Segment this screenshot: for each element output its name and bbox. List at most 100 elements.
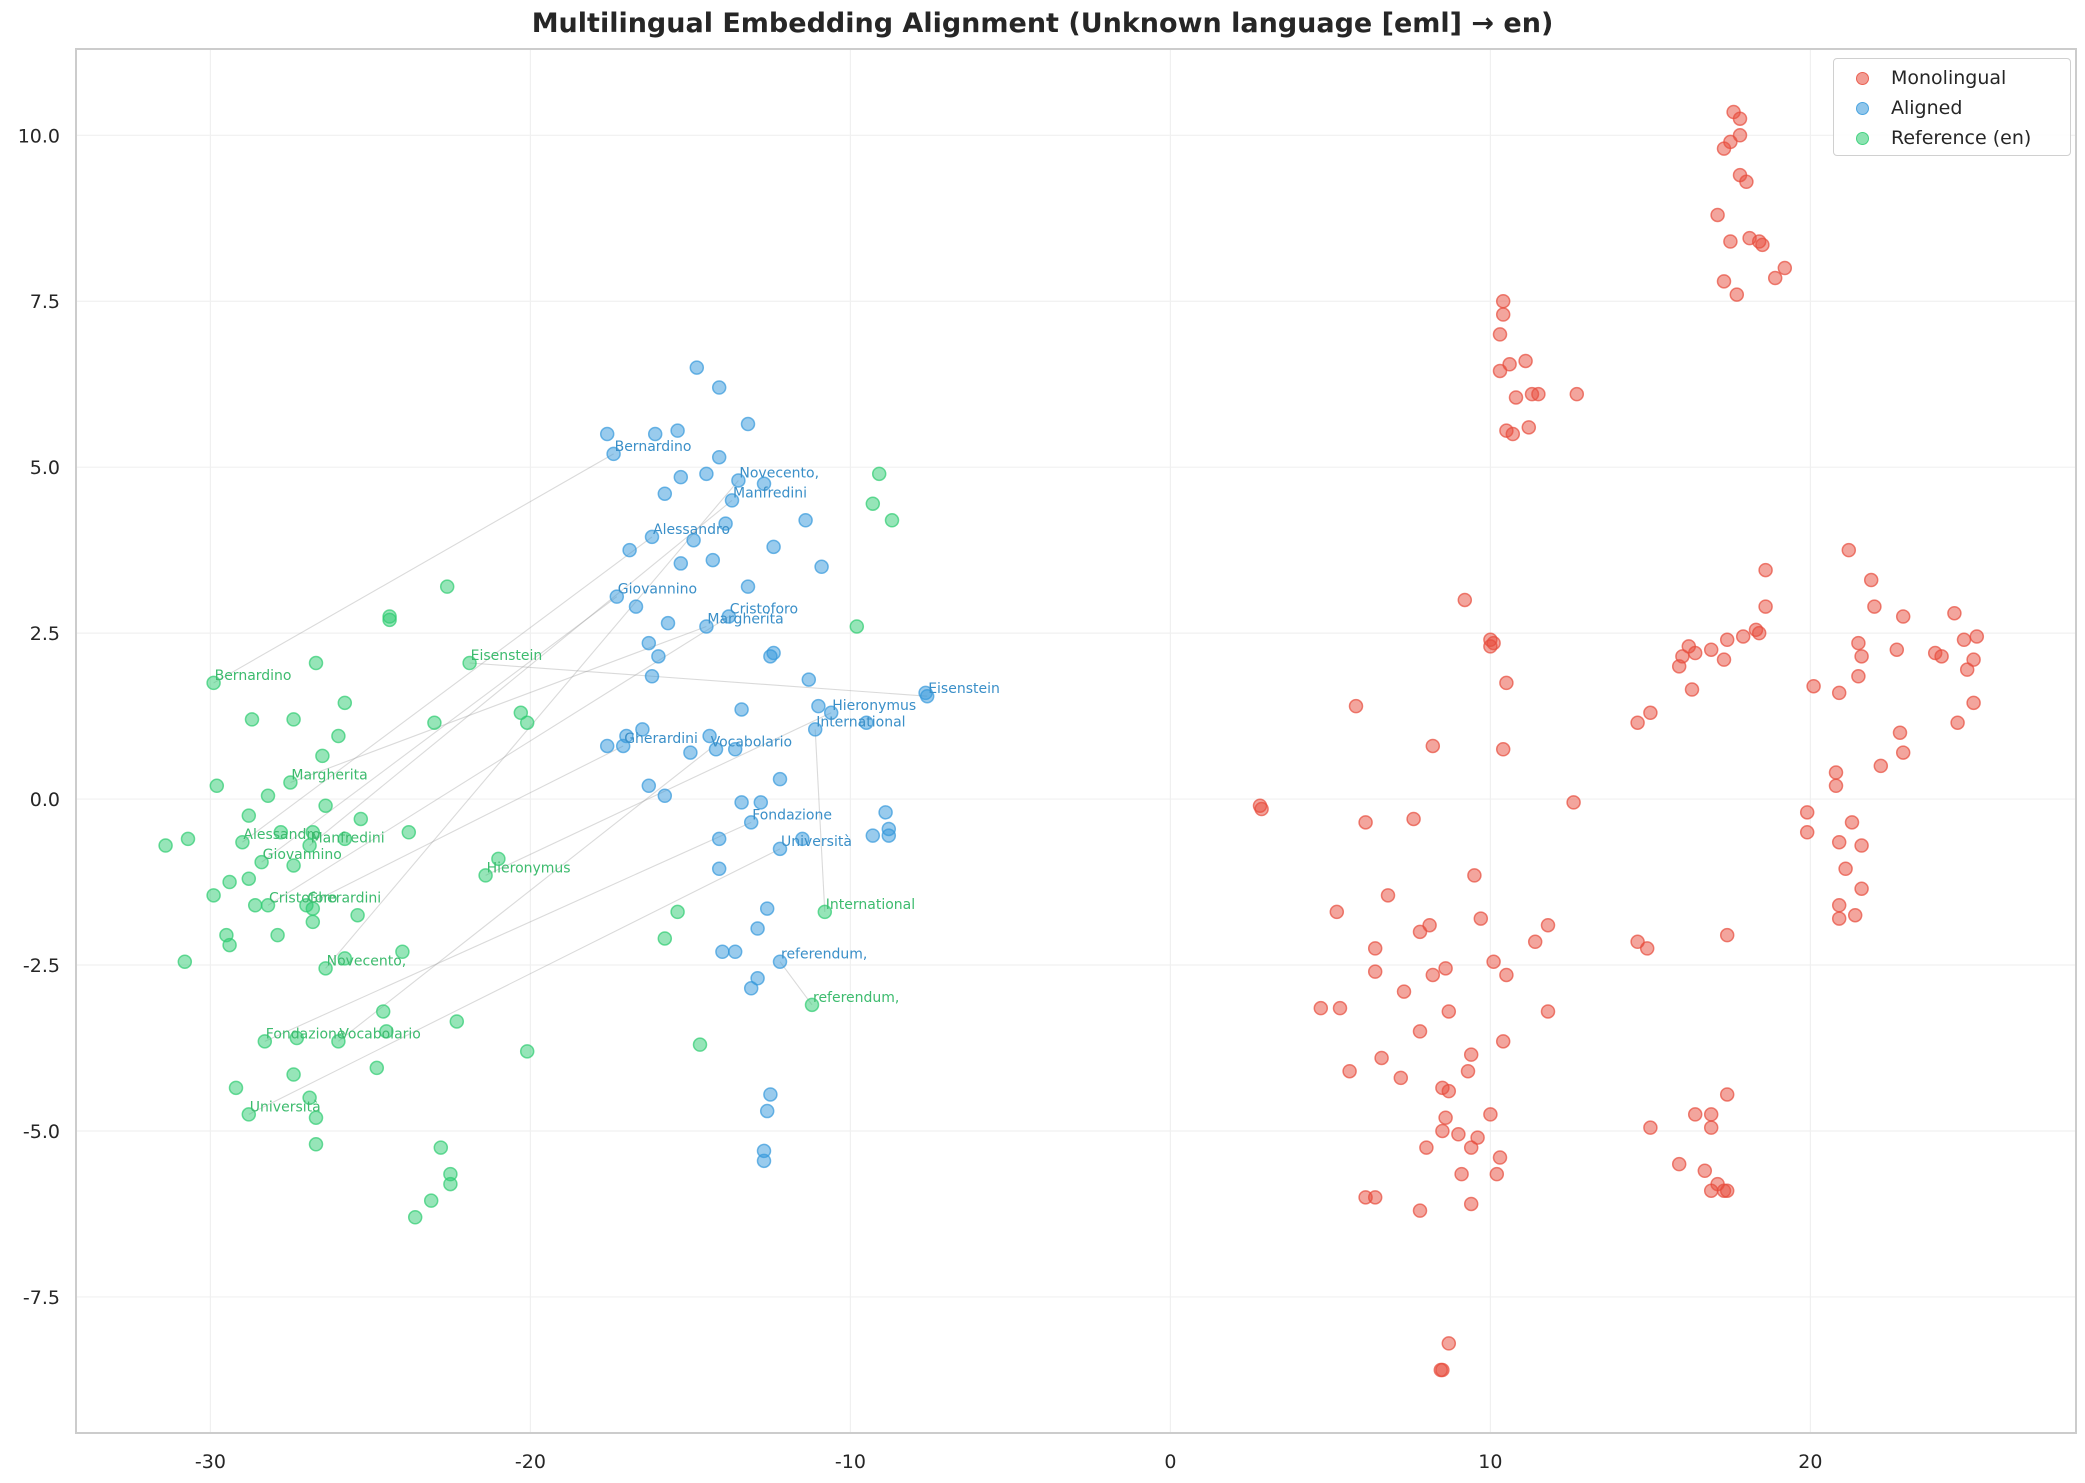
- data-point: [1425, 738, 1441, 754]
- data-point: [1703, 642, 1719, 657]
- data-point: [734, 795, 749, 810]
- data-point: [918, 685, 933, 701]
- series-reference-en-: [158, 466, 900, 1225]
- x-tick-label: -10: [835, 1451, 866, 1473]
- series-monolingual: [1252, 104, 1985, 1378]
- data-point: [241, 808, 257, 823]
- data-point: [1367, 941, 1383, 956]
- data-point: [247, 898, 263, 913]
- data-point: [807, 722, 823, 737]
- data-point: [206, 675, 221, 691]
- point-label: Fondazione: [752, 807, 832, 823]
- data-point: [273, 825, 289, 840]
- data-point: [1527, 934, 1543, 950]
- data-point: [1329, 904, 1345, 920]
- data-point: [1671, 1156, 1687, 1172]
- data-point: [1831, 834, 1847, 850]
- x-tick-label: 10: [1478, 1451, 1502, 1473]
- y-tick-label: 0.0: [30, 789, 60, 811]
- data-point: [1966, 695, 1981, 711]
- data-point: [705, 552, 721, 568]
- data-point: [1499, 967, 1514, 983]
- data-point: [286, 1067, 301, 1082]
- data-point: [699, 466, 714, 482]
- data-point: [1831, 898, 1847, 913]
- data-point: [228, 1080, 244, 1096]
- legend-label: Monolingual: [1891, 67, 2007, 89]
- y-axis-ticks: 10.0 7.5 5.0 2.5 0.0 -2.5 -5.0 -7.5: [18, 125, 60, 1309]
- data-point: [1844, 815, 1860, 830]
- point-label: referendum,: [781, 947, 867, 963]
- data-point: [756, 1153, 772, 1169]
- data-point: [286, 858, 301, 873]
- data-point: [1486, 954, 1501, 969]
- data-point: [423, 1193, 439, 1208]
- data-point: [1799, 825, 1815, 840]
- data-point: [1473, 911, 1489, 926]
- data-point: [1483, 1107, 1498, 1122]
- data-point: [1758, 599, 1773, 614]
- legend-marker-monolingual-icon: [1856, 71, 1869, 85]
- data-point: [1751, 625, 1767, 641]
- data-point: [1854, 838, 1869, 853]
- data-point: [635, 722, 650, 737]
- alignment-line: [469, 662, 928, 697]
- data-point: [1716, 141, 1732, 156]
- point-label: Manfredini: [311, 831, 385, 847]
- data-point: [670, 423, 685, 438]
- data-point: [1433, 1362, 1449, 1378]
- data-point: [1934, 649, 1949, 664]
- data-point: [1483, 639, 1498, 654]
- data-point: [727, 944, 743, 960]
- data-point: [859, 715, 874, 730]
- alignment-line: [261, 596, 618, 863]
- data-point: [286, 712, 301, 727]
- data-point: [1460, 1063, 1476, 1079]
- alignment-line: [306, 745, 624, 906]
- data-point: [1799, 805, 1815, 820]
- data-point: [375, 1004, 391, 1019]
- data-point: [337, 831, 353, 847]
- data-point: [1441, 1336, 1457, 1351]
- data-point: [1332, 1000, 1348, 1016]
- data-point: [1441, 1083, 1457, 1099]
- data-point: [308, 1110, 324, 1125]
- alignment-line: [264, 821, 752, 1042]
- data-point: [337, 695, 353, 711]
- data-point: [1419, 1140, 1434, 1155]
- data-point: [1758, 562, 1773, 578]
- data-point: [644, 669, 660, 684]
- data-point: [519, 1044, 535, 1059]
- y-tick-label: 7.5: [30, 291, 60, 313]
- data-point: [1854, 881, 1869, 896]
- point-label: Eisenstein: [471, 648, 543, 664]
- legend-label: Aligned: [1891, 97, 1963, 119]
- y-tick-label: -2.5: [23, 955, 60, 977]
- data-point: [158, 838, 173, 853]
- data-point: [772, 954, 788, 969]
- alignment-line: [267, 616, 730, 906]
- data-point: [305, 914, 321, 930]
- series-aligned: [599, 360, 935, 1169]
- data-point: [599, 426, 615, 442]
- data-point: [660, 615, 676, 631]
- data-point: [1684, 682, 1700, 697]
- data-point: [699, 619, 714, 634]
- data-point: [670, 904, 685, 920]
- data-point: [1735, 629, 1751, 644]
- data-point: [1697, 1163, 1713, 1179]
- data-point: [731, 473, 746, 488]
- data-point: [382, 612, 397, 628]
- data-point: [1499, 675, 1514, 691]
- data-point: [439, 579, 455, 594]
- data-point: [1470, 1130, 1485, 1145]
- data-point: [1435, 1123, 1450, 1139]
- data-point: [315, 748, 330, 764]
- data-point: [657, 788, 673, 804]
- data-point: [1950, 715, 1965, 730]
- alignment-line: [814, 729, 826, 912]
- data-point: [1639, 941, 1655, 956]
- data-point: [718, 516, 733, 531]
- data-point: [756, 476, 772, 492]
- y-tick-label: -5.0: [23, 1121, 60, 1143]
